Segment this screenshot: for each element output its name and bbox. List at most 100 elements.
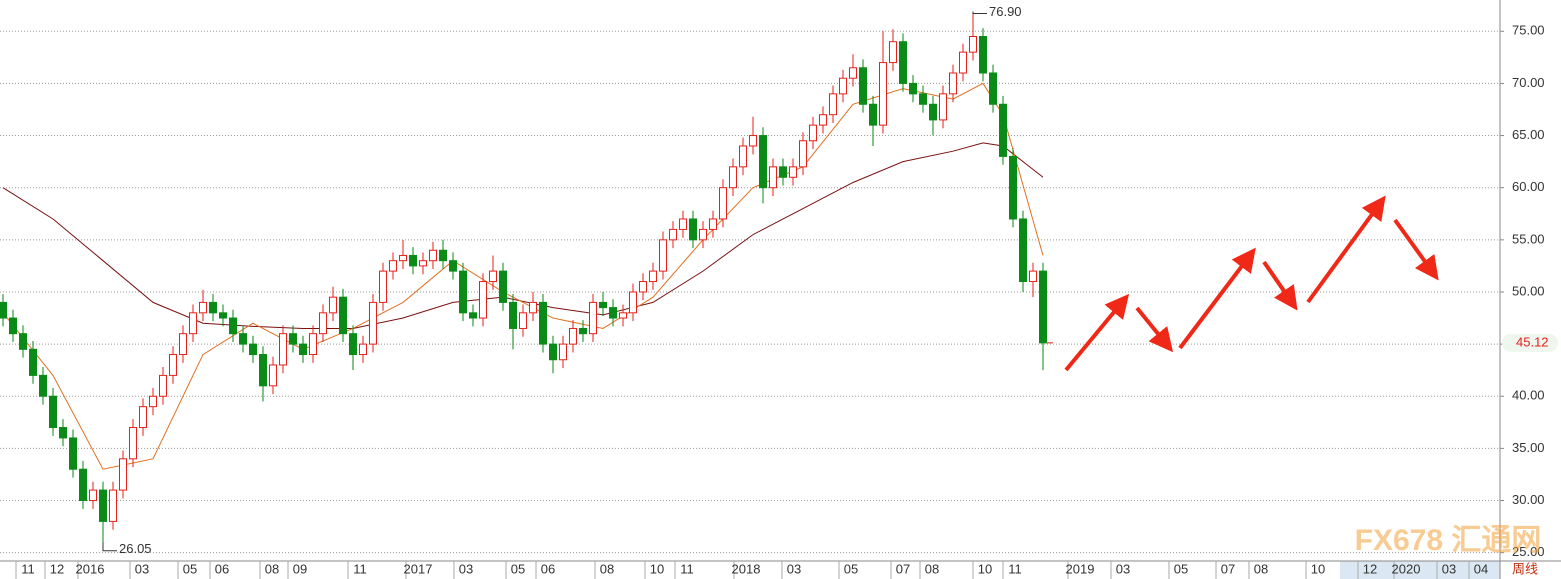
candle-body bbox=[89, 489, 97, 502]
arrow bbox=[1178, 247, 1256, 350]
x-tick-label: 03 bbox=[787, 561, 801, 576]
y-tick-label: 50.00 bbox=[1512, 283, 1545, 298]
candle-body bbox=[109, 489, 117, 522]
candle-body bbox=[789, 166, 797, 178]
x-tick-label: 08 bbox=[925, 561, 939, 576]
y-tick-label: 25.00 bbox=[1512, 544, 1545, 559]
candle-body bbox=[29, 348, 37, 376]
candle-body bbox=[179, 333, 187, 356]
period-label: 周线 bbox=[1512, 561, 1538, 576]
x-tick-label: 2018 bbox=[732, 561, 761, 576]
candle-body bbox=[99, 489, 107, 522]
x-tick-label: 11 bbox=[21, 561, 35, 576]
candle-body bbox=[259, 354, 267, 387]
candle-body bbox=[799, 140, 807, 168]
candle-body bbox=[879, 62, 887, 126]
x-tick-label: 07 bbox=[1221, 561, 1235, 576]
candle-body bbox=[419, 260, 427, 267]
candle-body bbox=[159, 374, 167, 397]
candle-body bbox=[279, 333, 287, 366]
candle-body bbox=[989, 72, 997, 105]
x-tick-label: 2016 bbox=[76, 561, 105, 576]
candle-body bbox=[489, 270, 497, 283]
candle-body bbox=[509, 301, 517, 329]
candle-body bbox=[339, 296, 347, 335]
candle-body bbox=[639, 281, 647, 293]
candle-body bbox=[359, 343, 367, 356]
y-tick-label: 65.00 bbox=[1512, 127, 1545, 142]
x-tick-label: 08 bbox=[1254, 561, 1268, 576]
candle-body bbox=[889, 41, 897, 64]
moving-average bbox=[2, 82, 1044, 470]
candle-body bbox=[529, 301, 537, 314]
candle-body bbox=[739, 145, 747, 168]
candle-body bbox=[839, 77, 847, 95]
y-tick-label: 75.00 bbox=[1512, 23, 1545, 38]
candle-body bbox=[319, 312, 327, 335]
candle-body bbox=[0, 301, 7, 319]
arrow bbox=[1393, 218, 1439, 281]
last-price-label: 45.12 bbox=[1516, 334, 1549, 349]
candle-body bbox=[709, 218, 717, 230]
arrow bbox=[1262, 260, 1298, 311]
candle-body bbox=[939, 93, 947, 121]
annotation-label: 26.05 bbox=[119, 541, 152, 556]
future-axis-band bbox=[1340, 561, 1500, 579]
candle-body bbox=[329, 296, 337, 314]
candle-body bbox=[169, 354, 177, 376]
candle-body bbox=[859, 67, 867, 105]
candle-body bbox=[429, 249, 437, 262]
candle-body bbox=[909, 82, 917, 95]
candle-body bbox=[189, 312, 197, 335]
candle-body bbox=[969, 35, 977, 53]
candle-body bbox=[699, 228, 707, 241]
x-tick-label: 10 bbox=[978, 561, 992, 576]
candle-body bbox=[609, 307, 617, 319]
candle-body bbox=[209, 301, 217, 314]
moving-average bbox=[2, 142, 1044, 329]
candle-body bbox=[929, 103, 937, 121]
candle-body bbox=[539, 301, 547, 345]
y-tick-label: 30.00 bbox=[1512, 492, 1545, 507]
x-tick-label: 05 bbox=[844, 561, 858, 576]
annotation-leader bbox=[972, 11, 987, 14]
x-tick-label: 10 bbox=[650, 561, 664, 576]
candle-body bbox=[729, 166, 737, 189]
x-tick-label: 11 bbox=[1008, 561, 1022, 576]
arrow bbox=[1064, 293, 1130, 372]
candle-body bbox=[199, 301, 207, 314]
candle-body bbox=[769, 166, 777, 189]
candle-body bbox=[829, 93, 837, 116]
candle-body bbox=[919, 93, 927, 105]
x-tick-label: 03 bbox=[135, 561, 149, 576]
candle-body bbox=[549, 343, 557, 361]
candle-body bbox=[69, 437, 77, 470]
x-tick-label: 06 bbox=[215, 561, 229, 576]
candle-body bbox=[459, 270, 467, 314]
candle-body bbox=[59, 427, 67, 439]
y-tick-label: 70.00 bbox=[1512, 75, 1545, 90]
x-tick-label: 03 bbox=[1442, 561, 1456, 576]
candle-body bbox=[669, 228, 677, 241]
x-tick-label: 12 bbox=[50, 561, 64, 576]
candle-body bbox=[299, 343, 307, 356]
x-tick-label: 2020 bbox=[1392, 561, 1421, 576]
candle-body bbox=[349, 333, 357, 356]
candle-body bbox=[379, 270, 387, 303]
candle-body bbox=[999, 103, 1007, 157]
candle-body bbox=[779, 166, 787, 178]
candle-body bbox=[9, 317, 17, 335]
candle-body bbox=[49, 395, 57, 429]
arrow bbox=[1135, 306, 1174, 353]
candle-body bbox=[569, 327, 577, 345]
candle-body bbox=[619, 312, 627, 319]
candle-body bbox=[649, 270, 657, 283]
candle-body bbox=[589, 301, 597, 335]
x-tick-label: 05 bbox=[511, 561, 525, 576]
x-tick-label: 06 bbox=[541, 561, 555, 576]
x-tick-label: 03 bbox=[1116, 561, 1130, 576]
candle-body bbox=[19, 333, 27, 350]
forecast-arrows bbox=[1064, 195, 1439, 372]
candle-body bbox=[139, 406, 147, 429]
